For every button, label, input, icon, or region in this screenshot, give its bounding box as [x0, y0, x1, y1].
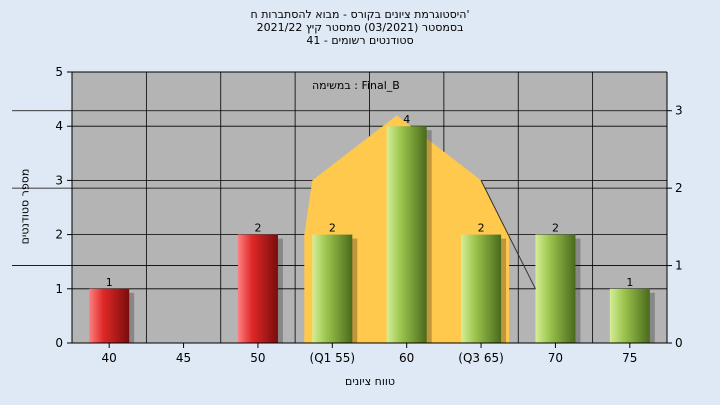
x-tick-label: 60	[399, 351, 414, 365]
chart-title-line-3: סטודנטים רשומים - 41	[306, 34, 414, 47]
y2-tick-label: 0	[675, 336, 683, 350]
x-tick-label: 70	[548, 351, 563, 365]
bar-value-label: 2	[478, 222, 485, 235]
bar	[461, 234, 502, 343]
trend-line	[480, 180, 536, 290]
x-tick-label: 40	[102, 351, 117, 365]
chart-annotation: במשימה : Final_B	[312, 79, 400, 92]
bar-value-label: 4	[403, 113, 410, 126]
chart-title-line-2: בסמסטר (03/2021) סמסטר קיץ 2021/22	[256, 21, 464, 34]
y-tick-label: 0	[55, 336, 63, 350]
y-tick-label: 5	[55, 65, 63, 79]
y-tick-label: 2	[55, 228, 63, 242]
bar-value-label: 1	[626, 276, 633, 289]
y2-tick-label: 2	[675, 181, 683, 195]
x-tick-label: (Q3 65)	[458, 351, 504, 365]
x-tick-label: 75	[622, 351, 637, 365]
x-tick-label: (Q1 55)	[310, 351, 356, 365]
bar-value-label: 1	[106, 276, 113, 289]
bar-value-label: 2	[329, 222, 336, 235]
bar-value-label: 2	[552, 222, 559, 235]
bar	[386, 126, 427, 343]
bar	[89, 288, 130, 343]
y2-tick-label: 3	[675, 104, 683, 118]
chart-title-line-1: היסטוגרמת ציונים בקורס - מבוא להסתברות ח…	[250, 8, 470, 21]
bar-value-label: 2	[254, 222, 261, 235]
x-axis-label: טווח ציונים	[345, 375, 395, 388]
y-tick-label: 3	[55, 173, 63, 187]
y-tick-label: 4	[55, 119, 63, 133]
bar	[312, 234, 353, 343]
y2-tick-label: 1	[675, 259, 683, 273]
y-tick-label: 1	[55, 282, 63, 296]
x-tick-label: 45	[176, 351, 191, 365]
y-axis-label: מספר סטודנטים	[18, 168, 32, 245]
bar	[237, 234, 278, 343]
x-tick-label: 50	[250, 351, 265, 365]
bar	[535, 234, 576, 343]
bar	[609, 288, 650, 343]
